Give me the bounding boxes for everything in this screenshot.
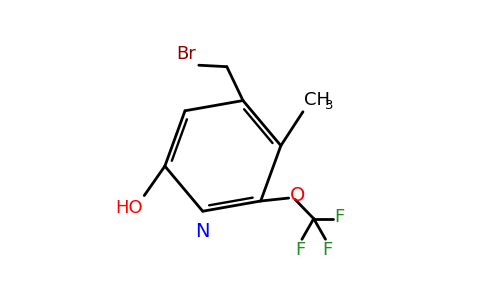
Text: N: N <box>196 222 210 242</box>
Text: 3: 3 <box>325 99 333 112</box>
Text: O: O <box>290 186 305 205</box>
Text: CH: CH <box>304 91 331 109</box>
Text: F: F <box>295 241 305 259</box>
Text: F: F <box>334 208 345 226</box>
Text: HO: HO <box>115 199 143 217</box>
Text: Br: Br <box>177 45 197 63</box>
Text: F: F <box>322 241 332 259</box>
